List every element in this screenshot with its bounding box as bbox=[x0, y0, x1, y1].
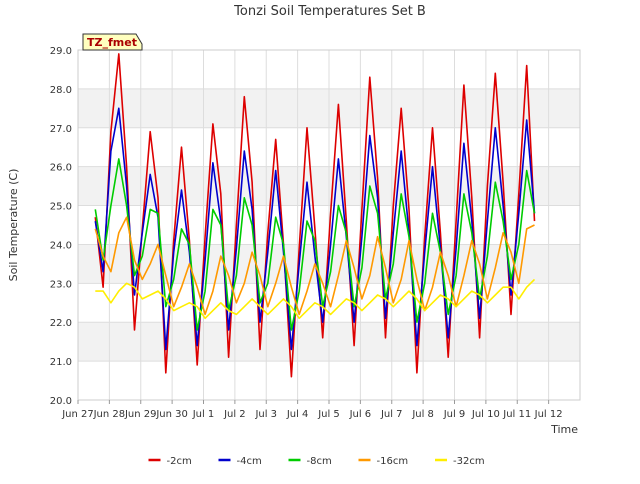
y-tick-label: 25.0 bbox=[50, 202, 72, 213]
y-tick-label: 28.0 bbox=[50, 85, 72, 96]
y-tick-label: 20.0 bbox=[50, 396, 72, 407]
y-tick-label: 29.0 bbox=[50, 46, 72, 57]
x-tick-label: Jun 27 bbox=[61, 409, 94, 420]
x-tick-label: Jul 3 bbox=[254, 409, 277, 420]
y-tick-label: 27.0 bbox=[50, 124, 72, 135]
legend: -2cm -4cm -8cm -16cm -32cm bbox=[148, 456, 485, 467]
chart-title: Tonzi Soil Temperatures Set B bbox=[233, 4, 426, 19]
x-axis-ticks: Jun 27 Jun 28 Jun 29 Jun 30 Jul 1 Jul 2 Jul 3 J… bbox=[61, 400, 563, 420]
series-lines bbox=[94, 53, 536, 378]
x-tick-label: Jul 2 bbox=[223, 409, 246, 420]
x-tick-label: Jul 5 bbox=[317, 409, 340, 420]
x-tick-label: Jun 30 bbox=[155, 409, 188, 420]
site-badge: TZ_fmet bbox=[82, 33, 143, 51]
x-tick-label: Jul 6 bbox=[349, 409, 372, 420]
series-line-2cm bbox=[94, 53, 536, 378]
y-tick-label: 21.0 bbox=[50, 357, 72, 368]
legend-item: -4cm bbox=[218, 456, 262, 467]
x-tick-label: Jul 1 bbox=[192, 409, 215, 420]
legend-label: -2cm bbox=[167, 456, 192, 467]
y-axis-ticks: 20.0 21.0 22.0 23.0 24.0 25.0 26.0 27.0 28.0 29.0 bbox=[50, 46, 72, 407]
y-tick-label: 24.0 bbox=[50, 240, 72, 251]
x-tick-label: Jul 10 bbox=[471, 409, 500, 420]
legend-label: -16cm bbox=[377, 456, 409, 467]
legend-item: -2cm bbox=[148, 456, 192, 467]
x-axis-label: Time bbox=[550, 423, 578, 436]
y-tick-label: 22.0 bbox=[50, 318, 72, 329]
y-axis-label: Soil Temperature (C) bbox=[7, 169, 20, 282]
legend-item: -32cm bbox=[435, 456, 485, 467]
x-tick-label: Jul 11 bbox=[502, 409, 531, 420]
site-badge-label: TZ_fmet bbox=[87, 36, 137, 49]
x-tick-label: Jul 7 bbox=[380, 409, 403, 420]
series-line-8cm bbox=[94, 158, 536, 331]
series-line-16cm bbox=[94, 216, 535, 316]
x-tick-label: Jul 9 bbox=[443, 409, 466, 420]
legend-item: -16cm bbox=[358, 456, 409, 467]
legend-label: -32cm bbox=[453, 456, 485, 467]
x-tick-label: Jun 29 bbox=[124, 409, 157, 420]
series-line-32cm bbox=[95, 278, 536, 320]
x-tick-label: Jul 8 bbox=[411, 409, 434, 420]
legend-label: -8cm bbox=[307, 456, 332, 467]
legend-item: -8cm bbox=[288, 456, 332, 467]
legend-label: -4cm bbox=[237, 456, 262, 467]
x-tick-label: Jun 28 bbox=[93, 409, 126, 420]
y-tick-label: 23.0 bbox=[50, 279, 72, 290]
series-line-4cm bbox=[94, 107, 536, 351]
y-tick-label: 26.0 bbox=[50, 163, 72, 174]
x-tick-label: Jul 12 bbox=[534, 409, 563, 420]
x-tick-label: Jul 4 bbox=[286, 409, 309, 420]
